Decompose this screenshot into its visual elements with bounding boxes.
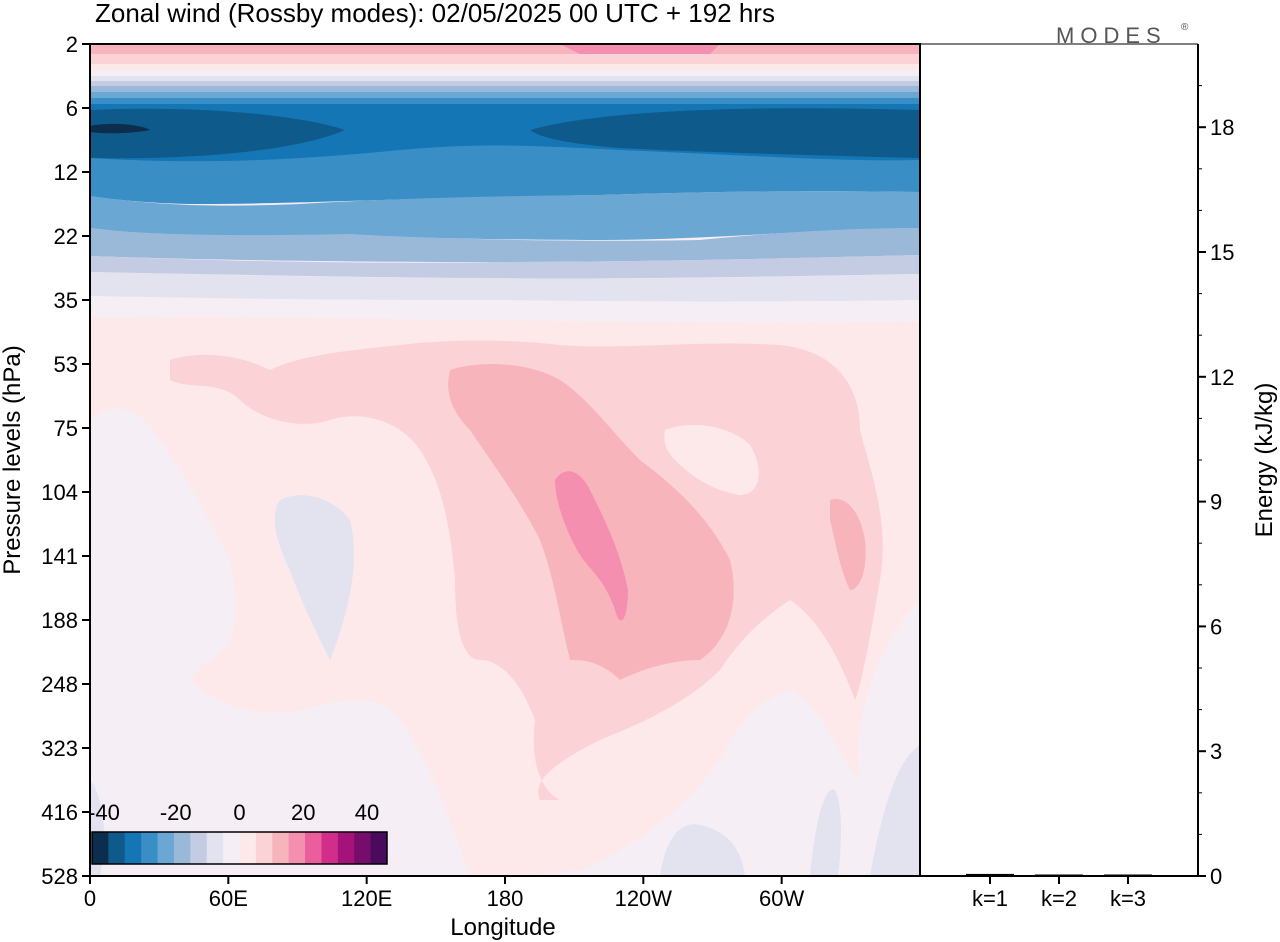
- energy-bar: [1035, 874, 1083, 876]
- x-axis-label: Longitude: [450, 914, 555, 941]
- colorbar-swatch: [288, 832, 306, 864]
- colorbar-swatch: [223, 832, 240, 864]
- colorbar-tick-label: 40: [355, 800, 379, 825]
- colorbar-frame: [91, 831, 388, 865]
- colorbar-swatch: [305, 832, 322, 864]
- brand-registered-mark: ®: [1181, 22, 1189, 33]
- energy-category-label: k=1: [972, 886, 1008, 911]
- x-tick-label: 0: [84, 886, 96, 911]
- colorbar-swatch: [321, 832, 339, 864]
- colorbar: -40 -20 0 20 40: [88, 800, 388, 865]
- energy-axis-label: Energy (kJ/kg): [1251, 383, 1278, 538]
- y-tick-label: 323: [41, 736, 78, 761]
- energy-tick-label: 3: [1210, 739, 1222, 764]
- y-tick-label: 75: [54, 416, 78, 441]
- colorbar-swatch: [141, 832, 159, 864]
- energy-category-label: k=2: [1041, 886, 1077, 911]
- chart-title: Zonal wind (Rossby modes): 02/05/2025 00…: [95, 0, 775, 28]
- colorbar-swatch: [206, 832, 224, 864]
- colorbar-swatch: [337, 832, 355, 864]
- pressure-axis: 2 6 12 22 35 53 75 104 141 188 248 323 416 528: [41, 32, 90, 889]
- colorbar-swatch: [370, 832, 388, 864]
- y-tick-label: 248: [41, 672, 78, 697]
- energy-tick-label: 15: [1210, 240, 1234, 265]
- energy-bar: [1104, 874, 1152, 876]
- energy-tick-label: 18: [1210, 115, 1234, 140]
- y-tick-label: 53: [54, 352, 78, 377]
- colorbar-tick-label: 20: [291, 800, 315, 825]
- colorbar-swatch: [190, 832, 208, 864]
- colorbar-tick-label: 0: [233, 800, 245, 825]
- colorbar-swatch: [239, 832, 257, 864]
- y-tick-label: 35: [54, 288, 78, 313]
- y-tick-label: 141: [41, 544, 78, 569]
- colorbar-swatch: [272, 832, 290, 864]
- x-tick-label: 60E: [209, 886, 248, 911]
- energy-tick-label: 6: [1210, 614, 1222, 639]
- longitude-axis: 0 60E 120E 180 120W 60W: [84, 876, 805, 911]
- energy-tick-label: 0: [1210, 864, 1222, 889]
- x-tick-label: 120E: [341, 886, 392, 911]
- energy-tick-label: 12: [1210, 365, 1234, 390]
- y-tick-label: 6: [66, 96, 78, 121]
- y-tick-label: 528: [41, 864, 78, 889]
- energy-tick-label: 9: [1210, 490, 1222, 515]
- energy-category-label: k=3: [1110, 886, 1146, 911]
- colorbar-tick-label: -20: [160, 800, 192, 825]
- colorbar-swatch: [108, 832, 126, 864]
- colorbar-tick-label: -40: [88, 800, 120, 825]
- x-tick-label: 180: [487, 886, 524, 911]
- y-tick-label: 416: [41, 800, 78, 825]
- y-tick-label: 2: [66, 32, 78, 57]
- energy-bar: [966, 873, 1014, 876]
- y-tick-label: 12: [54, 160, 78, 185]
- y-tick-label: 22: [54, 224, 78, 249]
- colorbar-swatch: [173, 832, 191, 864]
- y-tick-label: 188: [41, 608, 78, 633]
- y-tick-label: 104: [41, 480, 78, 505]
- x-tick-label: 120W: [615, 886, 673, 911]
- x-tick-label: 60W: [759, 886, 804, 911]
- colorbar-swatch: [124, 832, 142, 864]
- y-axis-label: Pressure levels (hPa): [0, 345, 26, 574]
- colorbar-swatch: [157, 832, 175, 864]
- colorbar-swatch: [354, 832, 372, 864]
- energy-bar-chart: 0 3 6 9 12 15 18 k=1 k=2 k=3: [920, 43, 1234, 911]
- zonal-wind-heatmap: [90, 44, 920, 876]
- colorbar-swatch: [92, 832, 109, 864]
- colorbar-swatch: [255, 832, 273, 864]
